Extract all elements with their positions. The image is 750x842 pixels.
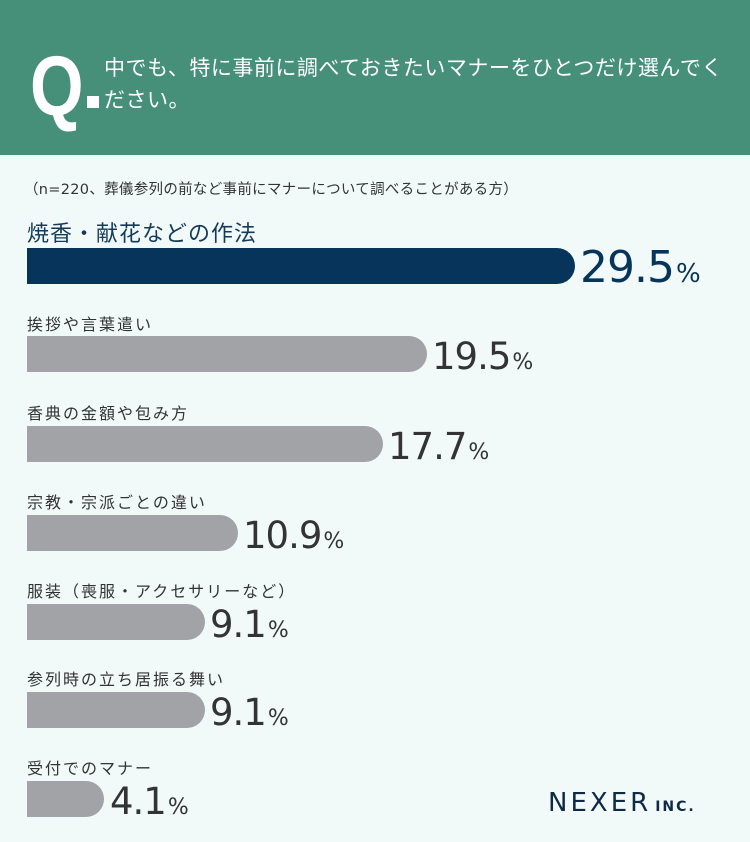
bar-value: 10.9%: [243, 514, 345, 557]
q-dot: [87, 96, 99, 108]
bar: [27, 781, 104, 817]
bar-label: 焼香・献花などの作法: [27, 222, 258, 247]
bar-label: 宗教・宗派ごとの違い: [27, 493, 207, 512]
nexer-logo: NEXER INC.: [548, 788, 696, 818]
bar-value: 4.1%: [110, 780, 189, 823]
question-text: 中でも、特に事前に調べておきたいマナーをひとつだけ選んでください。: [104, 56, 723, 112]
bar: [27, 692, 205, 728]
bar-label: 挨拶や言葉遣い: [27, 315, 154, 334]
bar-label: 香典の金額や包み方: [27, 404, 190, 423]
bar-value: 17.7%: [388, 425, 490, 468]
bar: [27, 248, 575, 284]
bar: [27, 604, 205, 640]
bar-value: 19.5%: [432, 335, 534, 378]
bar-label: 受付でのマナー: [27, 759, 154, 778]
sample-note: （n=220、葬儀参列の前など事前にマナーについて調べることがある方）: [24, 182, 519, 198]
question-header: Q 中でも、特に事前に調べておきたいマナーをひとつだけ選んでください。: [0, 0, 750, 155]
bar-value: 29.5%: [580, 242, 701, 293]
bar: [27, 515, 238, 551]
bar-value: 9.1%: [210, 691, 289, 734]
bar: [27, 336, 427, 372]
bar-label: 参列時の立ち居振る舞い: [27, 670, 226, 689]
bar-label: 服装（喪服・アクセサリーなど）: [27, 582, 297, 601]
q-mark: Q: [30, 39, 84, 133]
bar: [27, 426, 383, 462]
bar-value: 9.1%: [210, 603, 289, 646]
